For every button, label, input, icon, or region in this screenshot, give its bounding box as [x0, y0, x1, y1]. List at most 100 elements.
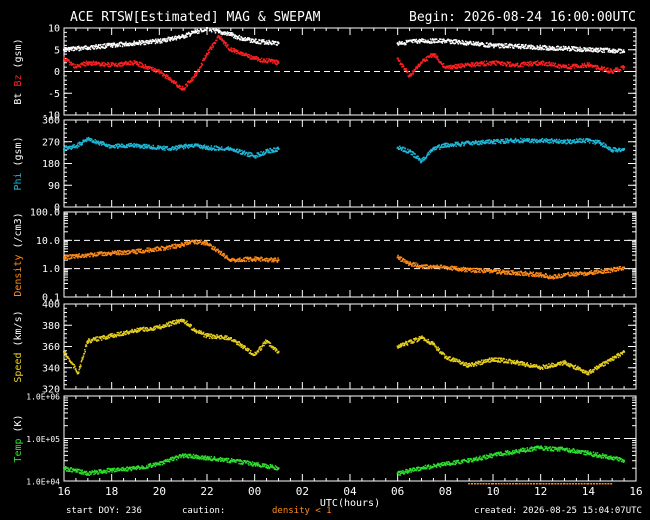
data-point	[277, 148, 280, 150]
data-dot	[188, 80, 190, 83]
data-dot	[601, 142, 603, 145]
data-dot	[608, 48, 611, 50]
data-dot	[547, 64, 550, 67]
data-dot	[562, 275, 564, 277]
data-dot	[217, 248, 219, 251]
data-dot	[223, 252, 225, 255]
data-dot	[205, 29, 207, 32]
data-dot	[255, 259, 257, 262]
data-dot	[561, 66, 563, 68]
data-dot	[76, 144, 79, 146]
data-dot	[123, 62, 125, 64]
data-dot	[475, 271, 478, 273]
data-dot	[75, 368, 77, 370]
data-dot	[211, 44, 213, 47]
data-dot	[549, 63, 551, 65]
data-dot	[552, 49, 554, 51]
data-dot	[200, 62, 203, 65]
data-dot	[520, 65, 522, 68]
data-point	[396, 256, 399, 259]
data-dot	[243, 150, 246, 152]
data-dot	[600, 67, 603, 69]
data-dot	[120, 144, 122, 147]
data-dot	[217, 149, 220, 152]
data-dot	[522, 272, 525, 274]
data-dot	[212, 45, 215, 47]
data-dot	[585, 49, 588, 51]
data-dot	[613, 270, 616, 272]
data-dot	[539, 141, 541, 143]
data-dot	[219, 29, 221, 32]
data-dot	[466, 270, 468, 273]
data-dot	[433, 148, 436, 150]
y-tick-label: 270	[42, 137, 60, 148]
data-dot	[405, 69, 407, 72]
data-dot	[594, 270, 597, 272]
data-dot	[257, 57, 259, 59]
data-dot	[564, 48, 566, 51]
data-dot	[495, 64, 497, 66]
data-dot	[406, 152, 409, 154]
data-dot	[145, 145, 147, 148]
data-dot	[269, 147, 272, 150]
data-dot	[245, 54, 248, 56]
data-dot	[202, 30, 204, 33]
data-dot	[487, 141, 489, 144]
data-dot	[609, 68, 612, 70]
data-dot	[106, 251, 108, 254]
data-dot	[470, 268, 472, 270]
data-dot	[177, 85, 179, 87]
data-dot	[497, 139, 499, 141]
data-dot	[584, 65, 587, 68]
data-dot	[92, 47, 94, 49]
data-dot	[138, 251, 141, 253]
data-dot	[122, 253, 125, 255]
data-dot	[530, 138, 533, 141]
data-dot	[602, 145, 604, 147]
data-dot	[99, 47, 102, 50]
data-dot	[233, 51, 236, 53]
data-dot	[612, 48, 614, 51]
data-dot	[607, 70, 610, 72]
data-dot	[234, 50, 236, 52]
data-dot	[497, 269, 499, 271]
data-dot	[155, 248, 157, 251]
data-dot	[423, 159, 426, 161]
data-dot	[208, 48, 211, 51]
data-dot	[450, 67, 453, 69]
data-dot	[151, 250, 154, 252]
data-dot	[93, 141, 95, 143]
data-dot	[97, 251, 99, 254]
data-dot	[200, 29, 203, 32]
data-dot	[616, 268, 619, 270]
data-dot	[558, 142, 560, 144]
data-dot	[549, 139, 551, 141]
data-dot	[418, 40, 420, 43]
data-dot	[107, 252, 109, 255]
data-dot	[110, 62, 112, 64]
data-dot	[137, 330, 139, 333]
data-dot	[107, 44, 110, 47]
data-dot	[79, 367, 81, 369]
data-dot	[249, 56, 251, 58]
data-dot	[115, 252, 117, 254]
data-dot	[140, 62, 142, 64]
data-dot	[215, 29, 218, 32]
data-dot	[190, 79, 192, 82]
data-dot	[397, 257, 400, 259]
data-dot	[120, 62, 122, 65]
data-dot	[175, 81, 178, 83]
data-dot	[543, 48, 545, 51]
data-dot	[154, 68, 156, 71]
data-dot	[99, 336, 101, 338]
data-dot	[172, 146, 174, 148]
data-dot	[484, 140, 486, 143]
data-dot	[220, 38, 223, 40]
data-dot	[173, 323, 176, 325]
data-dot	[133, 40, 135, 43]
data-dot	[221, 38, 224, 41]
data-dot	[116, 253, 119, 255]
data-dot	[405, 262, 407, 265]
data-dot	[92, 141, 94, 144]
data-dot	[474, 271, 476, 273]
